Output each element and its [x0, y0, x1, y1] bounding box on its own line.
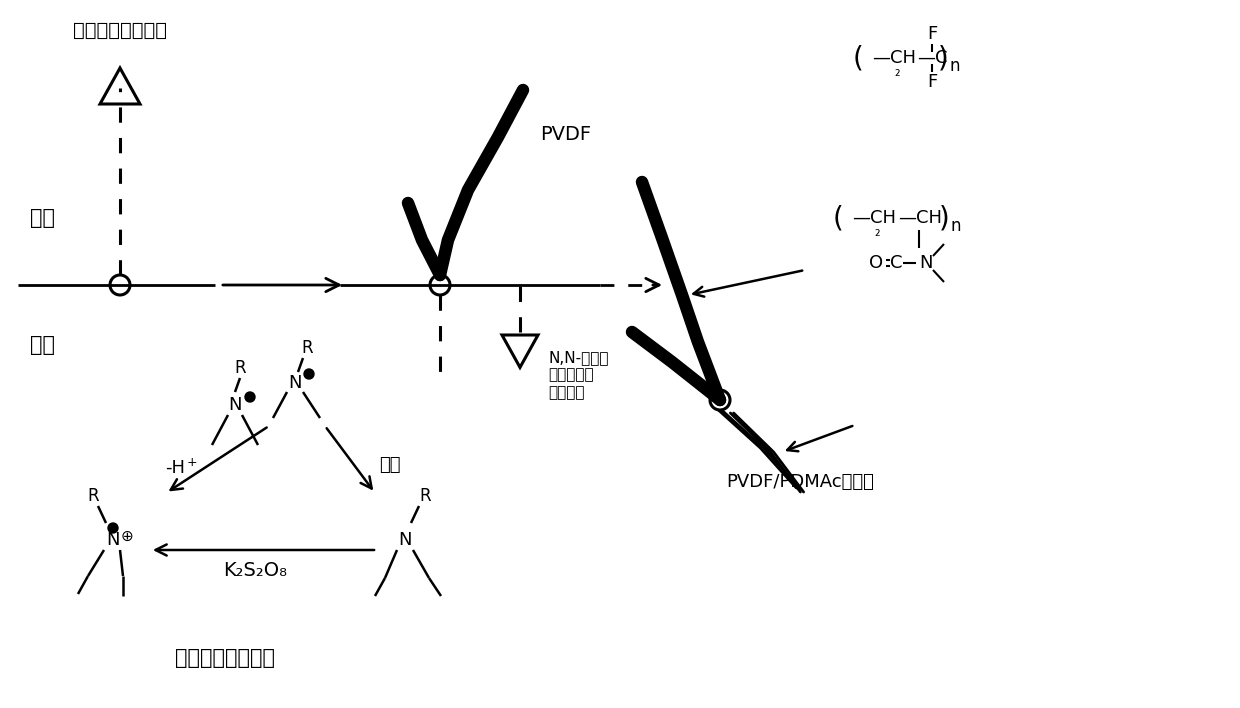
Text: —CH: —CH [852, 209, 897, 227]
Text: PVDF: PVDF [539, 125, 591, 144]
Text: N: N [288, 374, 301, 392]
Text: +: + [187, 455, 197, 469]
Text: 水相: 水相 [30, 335, 55, 355]
Text: K₂S₂O₈: K₂S₂O₈ [223, 561, 286, 580]
Text: 氧化还原引当反应: 氧化还原引当反应 [175, 648, 275, 668]
Text: (: ( [853, 44, 863, 72]
Text: ₂: ₂ [874, 225, 879, 239]
Circle shape [304, 369, 314, 379]
Text: N: N [107, 531, 120, 549]
Text: N: N [919, 254, 932, 272]
Text: PVDF/PDMAc共聚物: PVDF/PDMAc共聚物 [727, 473, 874, 491]
Circle shape [246, 392, 255, 402]
Text: 偏氟乙烯一次聚合: 偏氟乙烯一次聚合 [73, 21, 167, 40]
Text: (: ( [832, 204, 843, 232]
Circle shape [108, 523, 118, 533]
Text: 油相: 油相 [30, 208, 55, 228]
Text: -H: -H [165, 459, 185, 477]
Text: ⊕: ⊕ [120, 528, 134, 544]
Text: N: N [228, 396, 242, 414]
Text: C: C [890, 254, 903, 272]
Text: ₂: ₂ [894, 65, 899, 79]
Text: F: F [926, 25, 937, 43]
Text: —CH: —CH [872, 49, 916, 67]
Text: F: F [926, 73, 937, 91]
Text: O: O [869, 254, 883, 272]
Text: ): ) [939, 204, 950, 232]
Text: R: R [301, 339, 312, 357]
Text: N: N [398, 531, 412, 549]
Text: n: n [950, 57, 960, 75]
Text: R: R [87, 487, 99, 505]
Text: R: R [234, 359, 246, 377]
Text: 引当: 引当 [379, 456, 401, 474]
Text: N,N-二甲基
丙烯酰胺的
二次聚合: N,N-二甲基 丙烯酰胺的 二次聚合 [548, 350, 609, 400]
Text: —C: —C [918, 49, 947, 67]
Text: R: R [419, 487, 430, 505]
Text: ): ) [937, 44, 949, 72]
Text: —CH: —CH [898, 209, 942, 227]
Text: n: n [951, 217, 961, 235]
